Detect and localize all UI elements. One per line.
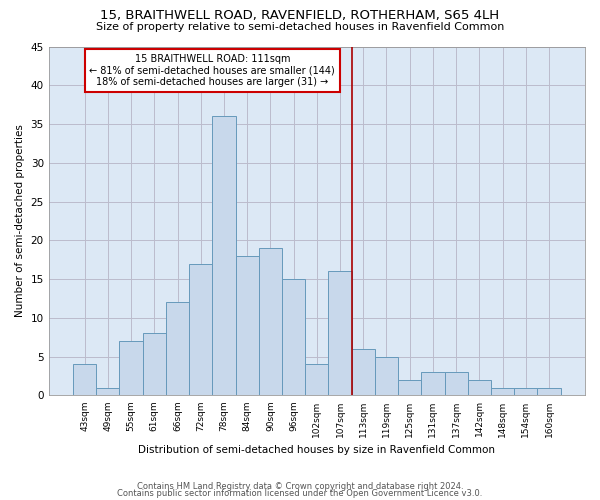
Bar [212, 116, 236, 396]
Bar [538, 388, 560, 396]
Bar [352, 349, 375, 396]
Bar [73, 364, 96, 396]
Y-axis label: Number of semi-detached properties: Number of semi-detached properties [15, 124, 25, 318]
Bar [143, 334, 166, 396]
Bar [445, 372, 468, 396]
Text: Contains public sector information licensed under the Open Government Licence v3: Contains public sector information licen… [118, 490, 482, 498]
Bar [375, 356, 398, 396]
Bar [305, 364, 328, 396]
Bar [398, 380, 421, 396]
Bar [514, 388, 538, 396]
Bar [189, 264, 212, 396]
X-axis label: Distribution of semi-detached houses by size in Ravenfield Common: Distribution of semi-detached houses by … [139, 445, 496, 455]
Text: 15 BRAITHWELL ROAD: 111sqm
← 81% of semi-detached houses are smaller (144)
18% o: 15 BRAITHWELL ROAD: 111sqm ← 81% of semi… [89, 54, 335, 88]
Bar [468, 380, 491, 396]
Text: 15, BRAITHWELL ROAD, RAVENFIELD, ROTHERHAM, S65 4LH: 15, BRAITHWELL ROAD, RAVENFIELD, ROTHERH… [100, 9, 500, 22]
Text: Contains HM Land Registry data © Crown copyright and database right 2024.: Contains HM Land Registry data © Crown c… [137, 482, 463, 491]
Bar [491, 388, 514, 396]
Bar [421, 372, 445, 396]
Bar [259, 248, 282, 396]
Bar [119, 341, 143, 396]
Bar [96, 388, 119, 396]
Text: Size of property relative to semi-detached houses in Ravenfield Common: Size of property relative to semi-detach… [96, 22, 504, 32]
Bar [328, 272, 352, 396]
Bar [282, 279, 305, 396]
Bar [236, 256, 259, 396]
Bar [166, 302, 189, 396]
